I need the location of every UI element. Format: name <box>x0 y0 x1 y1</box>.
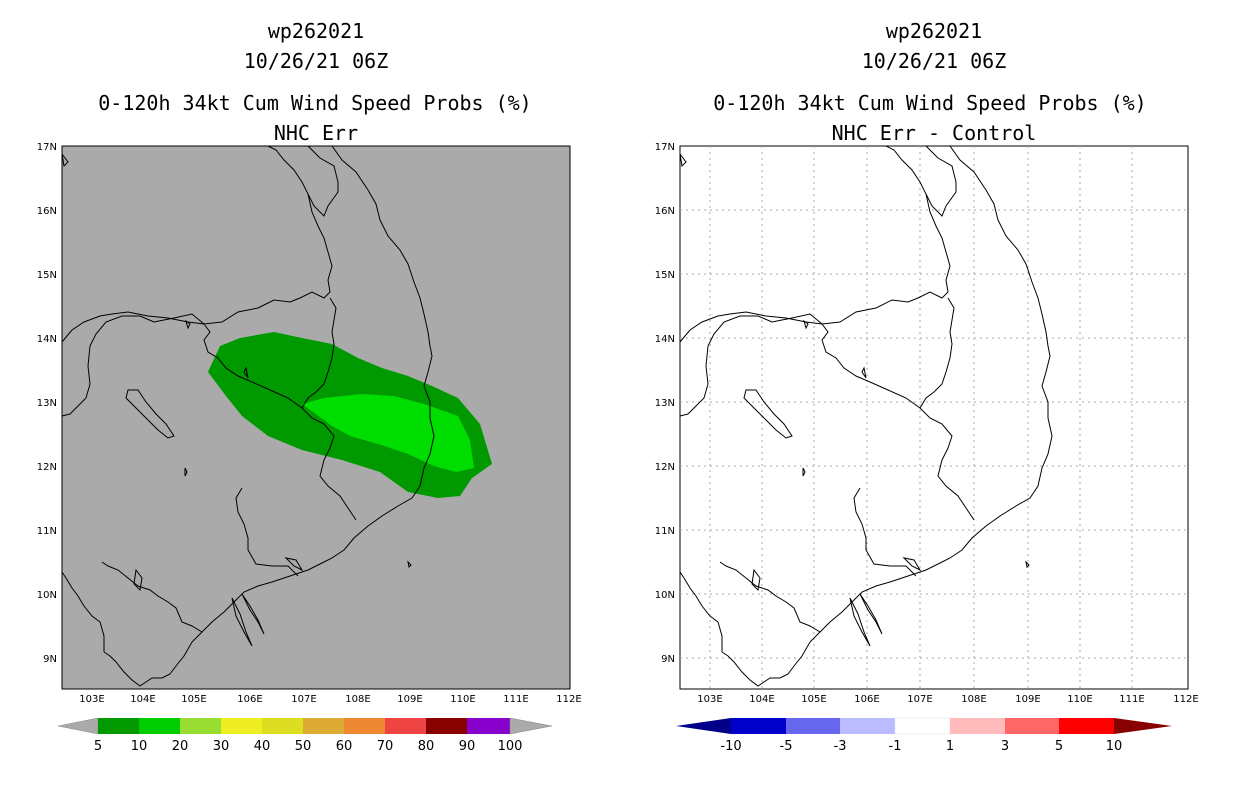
lat-label: 15N <box>655 270 675 281</box>
right-colorbar: -10 -5 -3 -1 1 3 5 10 <box>676 717 1172 754</box>
right-title-method: NHC Err - Control <box>831 121 1037 145</box>
lon-label: 105E <box>181 694 206 705</box>
lat-label: 13N <box>37 398 57 409</box>
lat-label: 11N <box>37 526 57 537</box>
right-lat-labels: 17N 16N 15N 14N 13N 12N 11N 10N 9N <box>655 142 675 665</box>
colorbar-label: 60 <box>336 739 353 754</box>
colorbar-swatch <box>426 718 467 734</box>
colorbar-label: 10 <box>131 739 148 754</box>
lat-label: 15N <box>37 270 57 281</box>
colorbar-label: 5 <box>1055 739 1063 754</box>
colorbar-swatch <box>221 718 262 734</box>
colorbar-swatch <box>840 718 895 734</box>
lon-label: 111E <box>503 694 528 705</box>
colorbar-end-left <box>676 718 731 734</box>
left-map <box>61 145 571 690</box>
colorbar-swatch <box>467 718 510 734</box>
lon-label: 109E <box>397 694 422 705</box>
right-lon-labels: 103E 104E 105E 106E 107E 108E 109E 110E … <box>697 694 1198 705</box>
lat-label: 17N <box>655 142 675 153</box>
colorbar-label: 1 <box>946 739 954 754</box>
lon-label: 106E <box>237 694 262 705</box>
lat-label: 11N <box>655 526 675 537</box>
lon-label: 111E <box>1119 694 1144 705</box>
lon-label: 107E <box>291 694 316 705</box>
colorbar-label: 5 <box>94 739 102 754</box>
lat-label: 14N <box>37 334 57 345</box>
left-title-product: 0-120h 34kt Cum Wind Speed Probs (%) <box>98 91 532 115</box>
lon-label: 103E <box>79 694 104 705</box>
left-title-date: 10/26/21 06Z <box>243 49 389 73</box>
left-colorbar: 5 10 20 30 40 50 60 70 80 90 100 <box>57 717 553 754</box>
lat-label: 12N <box>655 462 675 473</box>
right-title-product: 0-120h 34kt Cum Wind Speed Probs (%) <box>713 91 1147 115</box>
colorbar-swatch <box>1059 718 1114 734</box>
right-map-background <box>679 145 1189 690</box>
colorbar-swatch <box>731 718 786 734</box>
lon-label: 112E <box>556 694 581 705</box>
colorbar-swatch <box>1005 718 1059 734</box>
lat-label: 13N <box>655 398 675 409</box>
lat-label: 16N <box>655 206 675 217</box>
lat-label: 10N <box>655 590 675 601</box>
colorbar-label: 10 <box>1106 739 1123 754</box>
lat-label: 14N <box>655 334 675 345</box>
lon-label: 108E <box>345 694 370 705</box>
prob-contour-10-20 <box>302 394 474 472</box>
right-map-grid <box>680 146 1188 689</box>
colorbar-swatch <box>262 718 303 734</box>
left-title-storm: wp262021 <box>267 19 365 43</box>
lon-label: 107E <box>907 694 932 705</box>
colorbar-swatch <box>180 718 221 734</box>
colorbar-label: 3 <box>1001 739 1009 754</box>
colorbar-label: -10 <box>720 739 741 754</box>
lon-label: 110E <box>1067 694 1092 705</box>
colorbar-swatch <box>786 718 840 734</box>
right-title-storm: wp262021 <box>885 19 983 43</box>
lon-label: 112E <box>1173 694 1198 705</box>
left-title-method: NHC Err <box>273 121 359 145</box>
colorbar-label: 30 <box>213 739 230 754</box>
colorbar-swatch <box>98 718 139 734</box>
colorbar-swatch <box>303 718 344 734</box>
colorbar-swatch <box>385 718 426 734</box>
left-lon-labels: 103E 104E 105E 106E 107E 108E 109E 110E … <box>79 694 581 705</box>
lat-label: 12N <box>37 462 57 473</box>
colorbar-swatch <box>344 718 385 734</box>
colorbar-label: -3 <box>834 739 847 754</box>
colorbar-label: -5 <box>780 739 793 754</box>
right-map <box>679 145 1189 690</box>
colorbar-label: 90 <box>459 739 476 754</box>
lon-label: 106E <box>854 694 879 705</box>
lat-label: 10N <box>37 590 57 601</box>
lat-label: 17N <box>37 142 57 153</box>
colorbar-end-right <box>1114 718 1172 734</box>
right-title-date: 10/26/21 06Z <box>861 49 1007 73</box>
colorbar-label: 20 <box>172 739 189 754</box>
colorbar-label: 40 <box>254 739 271 754</box>
colorbar-label: 70 <box>377 739 394 754</box>
colorbar-end-right <box>509 717 553 735</box>
colorbar-end-left <box>57 717 99 735</box>
colorbar-label: 50 <box>295 739 312 754</box>
lat-label: 9N <box>661 654 675 665</box>
colorbar-label: -1 <box>889 739 902 754</box>
left-lat-labels: 17N 16N 15N 14N 13N 12N 11N 10N 9N <box>37 142 57 665</box>
lon-label: 104E <box>749 694 774 705</box>
lon-label: 104E <box>130 694 155 705</box>
lat-label: 16N <box>37 206 57 217</box>
lon-label: 109E <box>1015 694 1040 705</box>
colorbar-swatch <box>950 718 1005 734</box>
lon-label: 103E <box>697 694 722 705</box>
colorbar-label: 100 <box>498 739 523 754</box>
lat-label: 9N <box>43 654 57 665</box>
colorbar-swatch <box>139 718 180 734</box>
lon-label: 108E <box>961 694 986 705</box>
colorbar-swatch <box>894 717 951 735</box>
colorbar-label: 80 <box>418 739 435 754</box>
lon-label: 110E <box>450 694 475 705</box>
lon-label: 105E <box>801 694 826 705</box>
